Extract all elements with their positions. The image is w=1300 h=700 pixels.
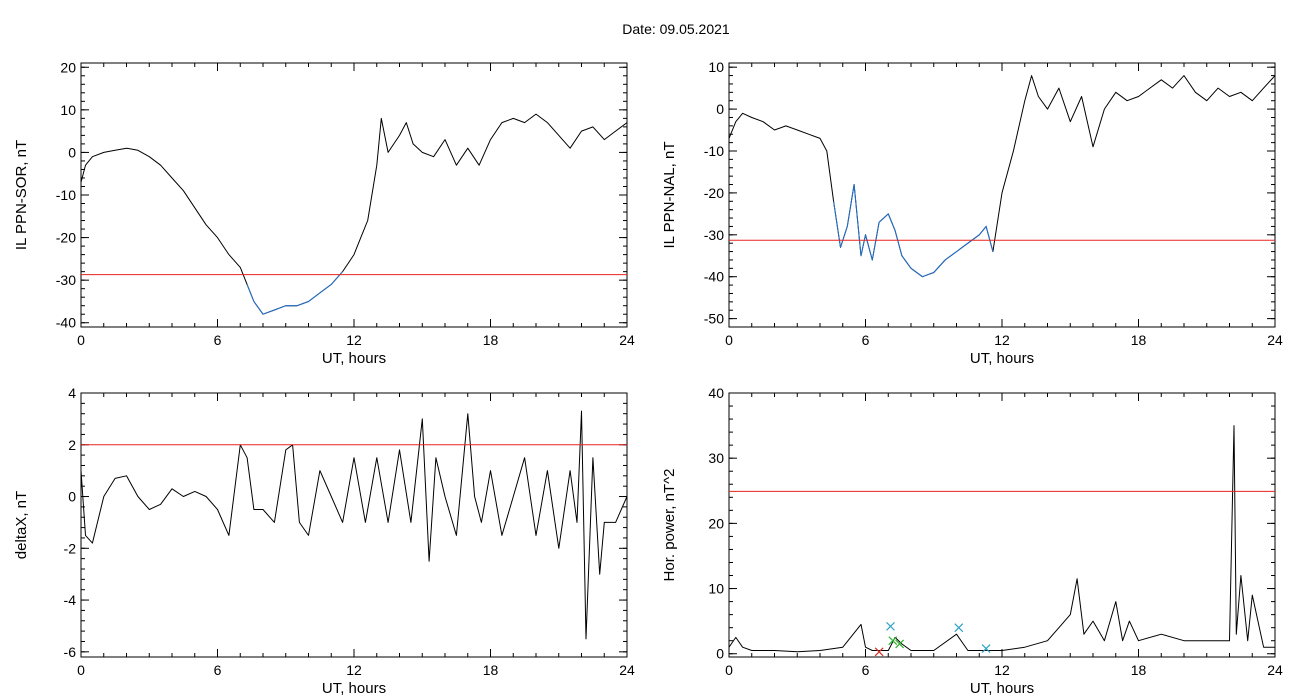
y-tick-label: -40: [704, 269, 724, 285]
x-tick-label: 0: [77, 662, 85, 678]
x-tick-label: 24: [619, 662, 635, 678]
x-axis-label: UT, hours: [970, 680, 1034, 697]
y-tick-label: 2: [68, 437, 76, 453]
x-tick-label: 18: [483, 662, 499, 678]
x-tick-label: 24: [1267, 332, 1283, 348]
x-tick-label: 12: [346, 332, 362, 348]
x-tick-label: 18: [1131, 662, 1147, 678]
y-axis-label: IL PPN-NAL, nT: [661, 142, 678, 249]
x-tick-label: 24: [619, 332, 635, 348]
y-tick-label: 0: [716, 101, 724, 117]
series-line: [729, 75, 1275, 278]
panel-2: 0 6 12 18 24 -50 -40 -30 -20 -10 0 10 UT, hours IL PP…: [661, 59, 1283, 367]
x-tick-label: 0: [77, 332, 85, 348]
y-tick-label: -2: [64, 540, 77, 556]
y-tick-label: 10: [708, 581, 724, 597]
y-tick-label: 0: [68, 489, 76, 505]
x-marker: [981, 644, 991, 653]
panel-1: 0 6 12 18 24 -40 -30 -20 -10 0 10 20 UT, hours IL PPN…: [13, 59, 635, 367]
y-tick-label: 30: [708, 450, 724, 466]
x-marker: [888, 636, 898, 646]
x-tick-label: 12: [346, 662, 362, 678]
y-tick-label: 20: [708, 515, 724, 531]
x-tick-label: 18: [483, 332, 499, 348]
x-tick-label: 6: [862, 662, 870, 678]
x-tick-label: 6: [214, 662, 222, 678]
highlight-segment: [833, 184, 994, 278]
y-tick-label: -10: [56, 187, 76, 203]
y-tick-label: -30: [56, 272, 76, 288]
x-tick-label: 12: [994, 332, 1010, 348]
series-line: [81, 410, 627, 640]
y-tick-label: 40: [708, 385, 724, 401]
x-tick-label: 18: [1131, 332, 1147, 348]
y-tick-label: 4: [68, 385, 76, 401]
y-axis-label: Hor. power, nT^2: [661, 469, 678, 582]
plot-frame: [80, 62, 628, 328]
panel-4: 0 6 12 18 24 0 10 20 30 40 UT, hours Hor. power, nT…: [661, 385, 1283, 697]
y-tick-label: -20: [704, 185, 724, 201]
y-axis-label: IL PPN-SOR, nT: [13, 140, 30, 250]
series-line: [81, 113, 627, 315]
y-tick-label: -10: [704, 143, 724, 159]
y-tick-label: 10: [708, 59, 724, 75]
y-tick-label: -6: [64, 644, 77, 660]
plot-frame: [728, 392, 1276, 658]
x-marker: [874, 647, 884, 657]
y-tick-label: -30: [704, 227, 724, 243]
x-tick-label: 24: [1267, 662, 1283, 678]
y-tick-label: 0: [716, 646, 724, 662]
y-tick-label: -50: [704, 311, 724, 327]
x-marker: [954, 623, 964, 633]
x-tick-label: 6: [862, 332, 870, 348]
y-tick-label: -20: [56, 230, 76, 246]
x-axis-label: UT, hours: [322, 680, 386, 697]
y-tick-label: 20: [60, 59, 76, 75]
figure-title: Date: 09.05.2021: [622, 21, 730, 37]
x-tick-label: 0: [725, 662, 733, 678]
highlight-segment: [246, 271, 343, 315]
y-tick-label: -40: [56, 315, 76, 331]
x-tick-label: 12: [994, 662, 1010, 678]
y-tick-label: -4: [64, 592, 77, 608]
series-line: [729, 425, 1275, 653]
x-marker: [886, 621, 895, 631]
y-tick-label: 10: [60, 102, 76, 118]
x-tick-label: 0: [725, 332, 733, 348]
y-axis-label: deltaX, nT: [13, 491, 30, 559]
x-marker: [895, 639, 905, 649]
plot-frame: [80, 392, 628, 658]
x-tick-label: 6: [214, 332, 222, 348]
x-axis-label: UT, hours: [322, 350, 386, 367]
y-tick-label: 0: [68, 144, 76, 160]
x-axis-label: UT, hours: [970, 350, 1034, 367]
